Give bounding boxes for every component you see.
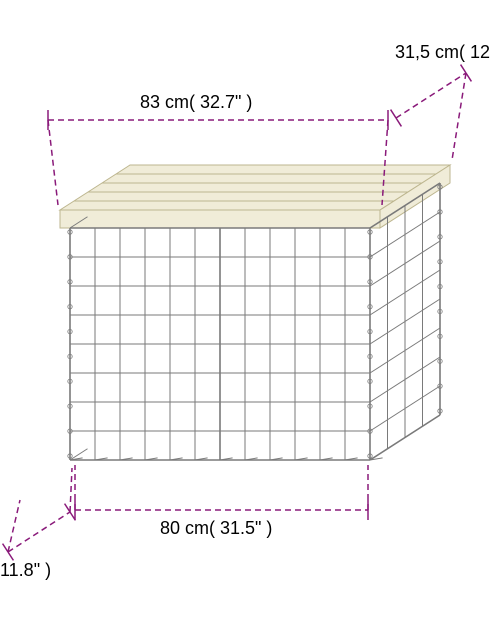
label-bottom-depth: 11.8" ) xyxy=(0,560,51,581)
label-top-depth: 31,5 cm( 12 xyxy=(395,42,490,63)
label-bottom-width: 80 cm( 31.5" ) xyxy=(160,518,272,539)
label-top-width: 83 cm( 32.7" ) xyxy=(140,92,252,113)
